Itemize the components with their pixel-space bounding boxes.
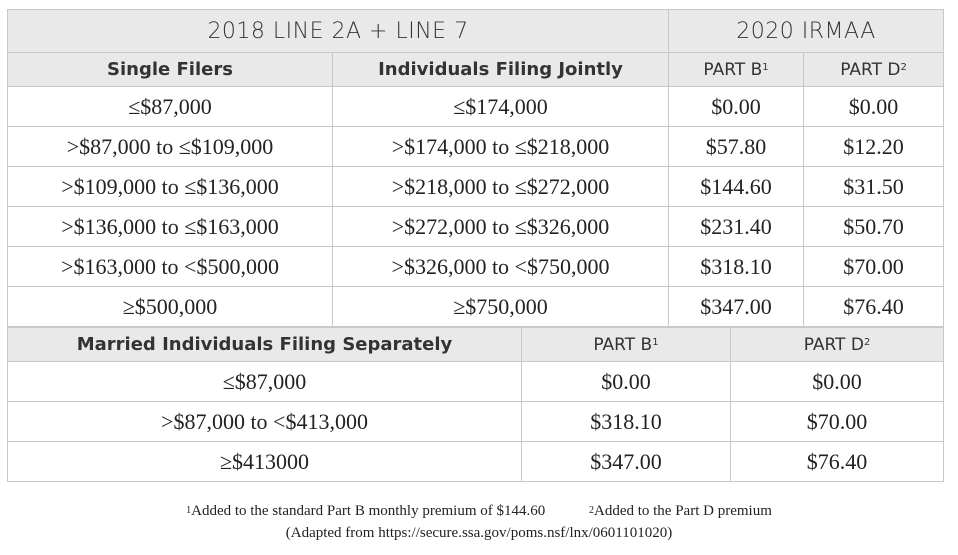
- table-cell: $76.40: [803, 286, 945, 327]
- table-row: >$109,000 to ≤$136,000 >$218,000 to ≤$272…: [7, 166, 945, 207]
- part-d-label: PART D: [840, 59, 901, 80]
- table-cell: $144.60: [668, 166, 805, 207]
- group-header-irmaa: 2020 IRMAA: [668, 9, 945, 53]
- table-cell: $70.00: [730, 401, 944, 442]
- table-cell: >$87,000 to ≤$109,000: [7, 126, 333, 167]
- table-cell: >$87,000 to <$413,000: [7, 401, 522, 442]
- footnote-mark: 1: [762, 61, 769, 73]
- table-cell: $318.10: [521, 401, 731, 442]
- col-header-married-separately: Married Individuals Filing Separately: [7, 327, 522, 362]
- table-cell: >$326,000 to <$750,000: [331, 246, 670, 287]
- table-row: >$136,000 to ≤$163,000 >$272,000 to ≤$326…: [7, 206, 945, 247]
- footnote-1: 1Added to the standard Part B monthly pr…: [186, 503, 545, 519]
- irmaa-separate-table: Married Individuals Filing Separately PA…: [7, 327, 944, 482]
- table-row: ≤$87,000 ≤$174,000 $0.00 $0.00: [7, 86, 945, 127]
- table-cell: ≥$750,000: [331, 286, 670, 327]
- col-header-part-b: PART B1: [521, 327, 731, 362]
- table-cell: $347.00: [521, 441, 731, 482]
- table-cell: ≤$87,000: [7, 86, 333, 127]
- table-cell: >$272,000 to ≤$326,000: [331, 206, 670, 247]
- table-cell: $50.70: [803, 206, 945, 247]
- irmaa-joint-table: 2018 LINE 2A + LINE 7 2020 IRMAA Single …: [6, 9, 945, 327]
- footnote-mark: 2: [900, 61, 907, 73]
- table-row: >$87,000 to ≤$109,000 >$174,000 to ≤$218,…: [7, 126, 945, 167]
- col-header-single: Single Filers: [7, 52, 333, 87]
- table-cell: $231.40: [668, 206, 805, 247]
- part-d-label: PART D: [803, 334, 864, 355]
- table-cell: $57.80: [668, 126, 805, 167]
- table-row: >$87,000 to <$413,000 $318.10 $70.00: [7, 401, 944, 442]
- table-cell: $31.50: [803, 166, 945, 207]
- footnote-mark: 2: [588, 505, 594, 516]
- footnote-mark: 1: [186, 505, 192, 516]
- table-cell: ≥$413000: [7, 441, 522, 482]
- table-cell: $12.20: [803, 126, 945, 167]
- footnote-2: 2Added to the Part D premium: [589, 503, 772, 519]
- table-cell: $76.40: [730, 441, 944, 482]
- col-header-part-d: PART D2: [803, 52, 945, 87]
- table-row: ≥$413000 $347.00 $76.40: [7, 441, 944, 482]
- part-b-label: PART B: [593, 334, 653, 355]
- col-header-part-b: PART B1: [668, 52, 805, 87]
- table-cell: >$136,000 to ≤$163,000: [7, 206, 333, 247]
- table-cell: $70.00: [803, 246, 945, 287]
- source-note: (Adapted from https://secure.ssa.gov/pom…: [285, 525, 673, 541]
- table-cell: $0.00: [521, 361, 731, 402]
- table-cell: >$174,000 to ≤$218,000: [331, 126, 670, 167]
- part-b-label: PART B: [703, 59, 763, 80]
- table-cell: ≤$87,000: [7, 361, 522, 402]
- table-cell: $0.00: [668, 86, 805, 127]
- table-cell: $347.00: [668, 286, 805, 327]
- table-row: ≤$87,000 $0.00 $0.00: [7, 361, 944, 402]
- table-cell: ≥$500,000: [7, 286, 333, 327]
- table-row: >$163,000 to <$500,000 >$326,000 to <$750…: [7, 246, 945, 287]
- footnotes: 1Added to the standard Part B monthly pr…: [0, 503, 958, 520]
- footnote-2-text: Added to the Part D premium: [593, 503, 772, 519]
- col-header-part-d: PART D2: [730, 327, 944, 362]
- table-cell: $0.00: [803, 86, 945, 127]
- table-cell: $318.10: [668, 246, 805, 287]
- col-header-joint: Individuals Filing Jointly: [331, 52, 670, 87]
- table-cell: >$218,000 to ≤$272,000: [331, 166, 670, 207]
- table-cell: ≤$174,000: [331, 86, 670, 127]
- footnote-mark: 2: [863, 336, 871, 348]
- table-cell: >$163,000 to <$500,000: [7, 246, 333, 287]
- table-cell: $0.00: [730, 361, 944, 402]
- group-header-income: 2018 LINE 2A + LINE 7: [6, 9, 670, 53]
- table-row: ≥$500,000 ≥$750,000 $347.00 $76.40: [7, 286, 945, 327]
- footnote-1-text: Added to the standard Part B monthly pre…: [191, 503, 546, 519]
- footnote-mark: 1: [652, 336, 659, 348]
- table-cell: >$109,000 to ≤$136,000: [7, 166, 333, 207]
